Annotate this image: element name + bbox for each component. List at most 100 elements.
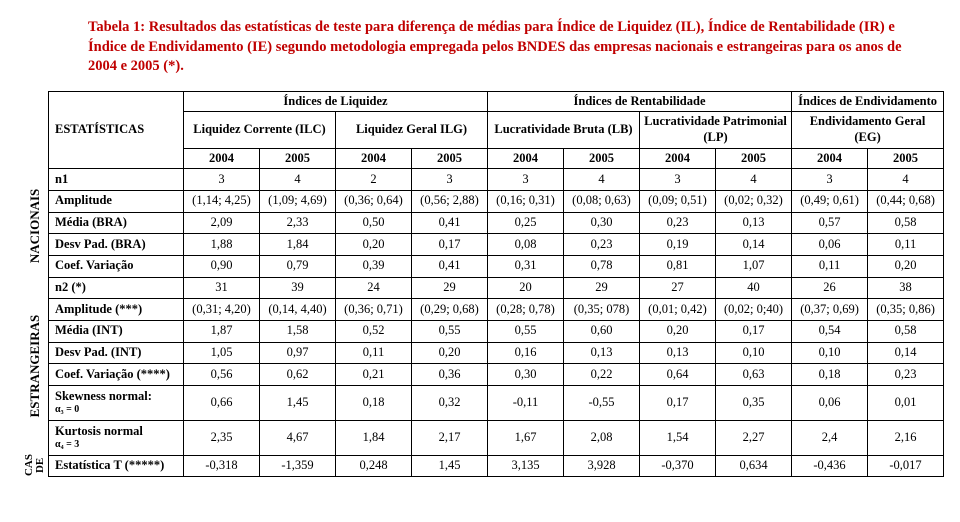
cell: 3	[488, 169, 564, 191]
col-eg: Endividamento Geral (EG)	[792, 112, 944, 148]
cell: 1,58	[260, 320, 336, 342]
row-group-nacionais: NACIONAIS	[24, 172, 46, 279]
table-row: Coef. Variação0,900,790,390,410,310,780,…	[49, 255, 944, 277]
cell: 2	[336, 169, 412, 191]
col-year: 2004	[640, 148, 716, 169]
cell: 0,06	[792, 234, 868, 256]
row-header: Kurtosis normalα₄ = 3	[49, 420, 184, 455]
cell: 2,09	[184, 212, 260, 234]
cell: 0,13	[640, 342, 716, 364]
cell: 1,54	[640, 420, 716, 455]
table-row: Estatística T (*****)-0,318-1,3590,2481,…	[49, 455, 944, 477]
cell: (0,01; 0,42)	[640, 299, 716, 321]
cell: 0,14	[868, 342, 944, 364]
table-row: Amplitude(1,14; 4,25)(1,09; 4,69)(0,36; …	[49, 190, 944, 212]
cell: 0,55	[488, 320, 564, 342]
row-header: Amplitude (***)	[49, 299, 184, 321]
cell: 0,97	[260, 342, 336, 364]
cell: 29	[564, 277, 640, 299]
cell: 0,79	[260, 255, 336, 277]
table-row: n13423343434	[49, 169, 944, 191]
cell: 0,06	[792, 385, 868, 420]
cell: 0,64	[640, 364, 716, 386]
cell: 4	[260, 169, 336, 191]
cell: (1,09; 4,69)	[260, 190, 336, 212]
row-header: Estatística T (*****)	[49, 455, 184, 477]
table-row: Desv Pad. (INT)1,050,970,110,200,160,130…	[49, 342, 944, 364]
cell: 3	[640, 169, 716, 191]
cell: 0,32	[412, 385, 488, 420]
col-group-endividamento: Índices de Endividamento	[792, 91, 944, 112]
cell: (0,02; 0,32)	[716, 190, 792, 212]
row-header: Desv Pad. (BRA)	[49, 234, 184, 256]
table-row: Skewness normal:α₃ = 00,661,450,180,32-0…	[49, 385, 944, 420]
cell: 1,84	[260, 234, 336, 256]
cell: (0,36; 0,71)	[336, 299, 412, 321]
cell: 0,52	[336, 320, 412, 342]
cell: 0,21	[336, 364, 412, 386]
col-ilg: Liquidez Geral ILG)	[336, 112, 488, 148]
cell: 0,01	[868, 385, 944, 420]
cell: (0,44; 0,68)	[868, 190, 944, 212]
cell: 0,25	[488, 212, 564, 234]
col-year: 2005	[564, 148, 640, 169]
cell: 0,18	[336, 385, 412, 420]
row-header: Coef. Variação (****)	[49, 364, 184, 386]
col-year: 2004	[336, 148, 412, 169]
cell: 0,31	[488, 255, 564, 277]
cell: 0,17	[412, 234, 488, 256]
cell: 3,135	[488, 455, 564, 477]
cell: 0,78	[564, 255, 640, 277]
cell: (0,36; 0,64)	[336, 190, 412, 212]
table-row: Média (BRA)2,092,330,500,410,250,300,230…	[49, 212, 944, 234]
cell: 2,17	[412, 420, 488, 455]
col-group-liquidez: Índices de Liquidez	[184, 91, 488, 112]
row-group-cas-de: CASDE	[24, 453, 46, 478]
cell: 0,39	[336, 255, 412, 277]
cell: -0,318	[184, 455, 260, 477]
cell: 1,84	[336, 420, 412, 455]
cell: 0,19	[640, 234, 716, 256]
cell: 40	[716, 277, 792, 299]
cell: 0,23	[868, 364, 944, 386]
cell: 0,57	[792, 212, 868, 234]
cell: 1,87	[184, 320, 260, 342]
cell: 2,33	[260, 212, 336, 234]
cell: (0,09; 0,51)	[640, 190, 716, 212]
cell: 0,13	[564, 342, 640, 364]
cell: 26	[792, 277, 868, 299]
cell: 0,41	[412, 212, 488, 234]
cell: (0,08; 0,63)	[564, 190, 640, 212]
cell: 27	[640, 277, 716, 299]
cell: 0,10	[716, 342, 792, 364]
cell: (0,35; 0,86)	[868, 299, 944, 321]
row-header: Skewness normal:α₃ = 0	[49, 385, 184, 420]
cell: 0,14	[716, 234, 792, 256]
cell: 29	[412, 277, 488, 299]
table-caption: Tabela 1: Resultados das estatísticas de…	[88, 18, 908, 77]
cell: 0,41	[412, 255, 488, 277]
cell: 0,18	[792, 364, 868, 386]
table-row: Amplitude (***)(0,31; 4,20)(0,14, 4,40)(…	[49, 299, 944, 321]
cell: 1,67	[488, 420, 564, 455]
cell: 0,23	[640, 212, 716, 234]
cell: 0,10	[792, 342, 868, 364]
cell: 1,45	[412, 455, 488, 477]
cell: 0,248	[336, 455, 412, 477]
cell: (0,02; 0;40)	[716, 299, 792, 321]
col-year: 2004	[184, 148, 260, 169]
cell: 3	[412, 169, 488, 191]
cell: 20	[488, 277, 564, 299]
cell: (0,35; 078)	[564, 299, 640, 321]
col-stats-header: ESTATÍSTICAS	[49, 91, 184, 169]
row-header: n1	[49, 169, 184, 191]
col-year: 2005	[412, 148, 488, 169]
cell: (1,14; 4,25)	[184, 190, 260, 212]
cell: 0,634	[716, 455, 792, 477]
col-group-rentabilidade: Índices de Rentabilidade	[488, 91, 792, 112]
cell: 1,88	[184, 234, 260, 256]
table-head: ESTATÍSTICAS Índices de Liquidez Índices…	[49, 91, 944, 169]
cell: 0,20	[336, 234, 412, 256]
row-header: Média (INT)	[49, 320, 184, 342]
cell: 0,22	[564, 364, 640, 386]
